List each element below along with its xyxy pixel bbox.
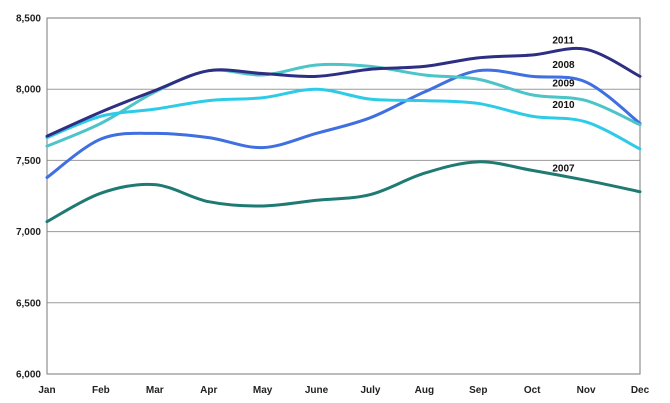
y-tick-label: 8,500 <box>16 14 41 25</box>
y-tick-label: 7,500 <box>16 156 41 167</box>
series-label-2008: 2008 <box>552 60 575 71</box>
series-line-2007 <box>45 160 642 224</box>
x-tick-label: Dec <box>631 385 650 396</box>
x-tick-label: Oct <box>524 385 541 396</box>
series-line-2011 <box>45 46 642 138</box>
axes: 6,000 6,500 7,000 7,500 8,000 8,500 Jan Feb Mar A… <box>16 14 650 397</box>
x-tick-label: June <box>305 385 329 396</box>
x-tick-label: July <box>360 385 380 396</box>
series-lines <box>45 46 642 224</box>
x-tick-label: Apr <box>200 385 217 396</box>
y-tick-label: 8,000 <box>16 85 41 96</box>
series-label-2011: 2011 <box>552 35 574 46</box>
series-label-2010: 2010 <box>552 100 575 111</box>
x-tick-label: Jan <box>38 385 55 396</box>
x-tick-label: Sep <box>469 385 487 396</box>
grid <box>47 17 640 375</box>
x-tick-label: Nov <box>577 385 596 396</box>
x-tick-label: Aug <box>415 385 434 396</box>
x-tick-label: Feb <box>92 385 110 396</box>
x-tick-label: May <box>253 385 273 396</box>
y-tick-label: 7,000 <box>16 227 41 238</box>
series-label-2009: 2009 <box>552 79 575 90</box>
series-line-2008 <box>45 68 642 179</box>
y-tick-label: 6,000 <box>16 370 41 381</box>
series-line-2010 <box>45 87 642 151</box>
series-labels: 2007 2008 2009 2010 2011 <box>552 35 575 174</box>
x-tick-label: Mar <box>146 385 164 396</box>
y-tick-label: 6,500 <box>16 298 41 309</box>
series-line-2009 <box>45 62 642 148</box>
series-label-2007: 2007 <box>552 163 575 174</box>
plot-area-border <box>46 17 641 375</box>
